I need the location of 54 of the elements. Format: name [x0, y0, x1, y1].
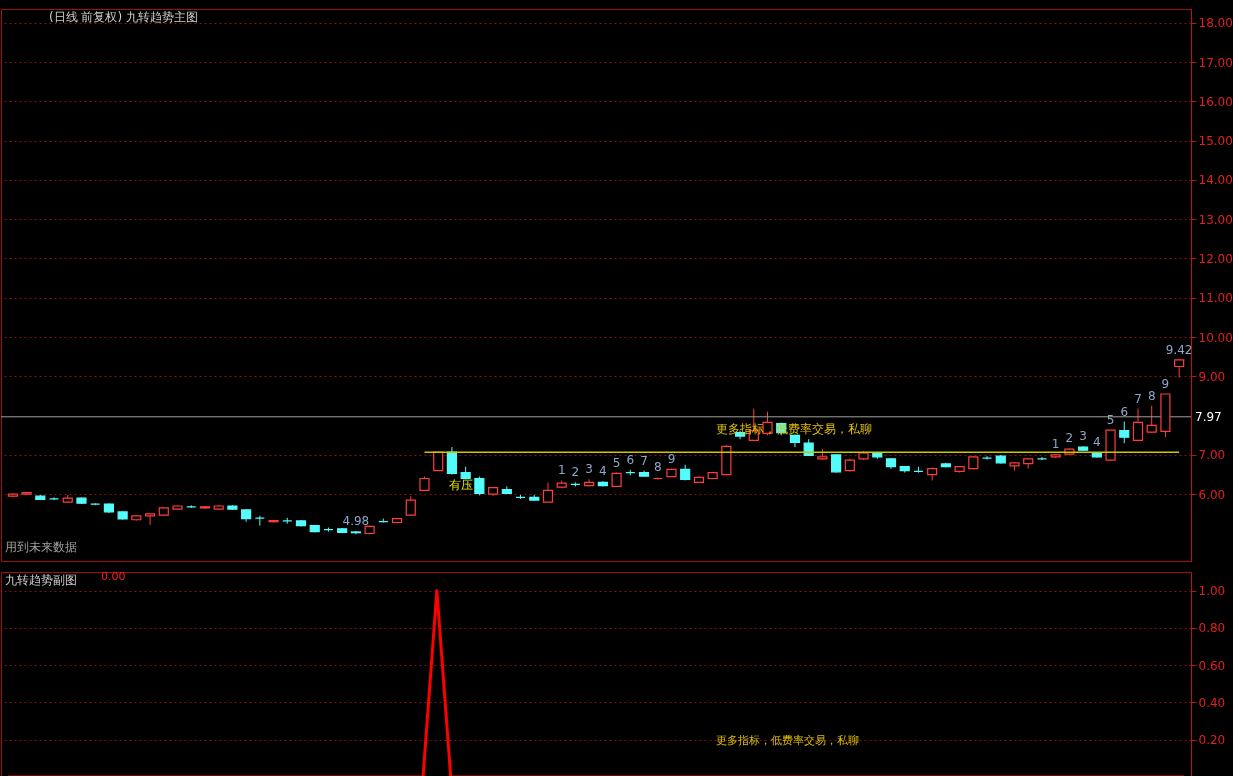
y-tick-label: 0.40 — [1198, 695, 1226, 710]
annotation: 有压 — [449, 478, 473, 492]
text: 2 — [1065, 431, 1074, 446]
y-tick-label: 6.00 — [1198, 487, 1226, 502]
y-tick-label: 13.00 — [1198, 212, 1233, 227]
text: 7 — [1134, 391, 1142, 406]
y-tick-label: 7.00 — [1198, 448, 1226, 463]
text: 4.98 — [342, 514, 370, 529]
annotation: 更多指标，低费率交易，私聊 — [716, 734, 859, 747]
text: 9 — [667, 451, 676, 466]
text: 4 — [1092, 435, 1101, 450]
text: 7 — [640, 453, 648, 468]
candlestick — [1146, 405, 1157, 434]
candlestick — [474, 476, 485, 496]
text: 1 — [1051, 437, 1060, 452]
text: 9 — [1161, 377, 1170, 392]
y-tick-label: 0.80 — [1198, 621, 1226, 636]
text: 5 — [612, 455, 621, 470]
chart-title: (日线 前复权) 九转趋势主图 — [49, 10, 198, 24]
y-tick-label: 0.20 — [1198, 733, 1226, 748]
y-tick-label: 12.00 — [1198, 251, 1233, 266]
text: 3 — [1079, 429, 1087, 444]
y-tick-label: 16.00 — [1198, 94, 1233, 109]
text: 8 — [653, 460, 662, 475]
candlestick — [144, 512, 156, 526]
candlestick — [762, 411, 773, 436]
candlestick — [831, 453, 842, 474]
text: 6 — [626, 452, 635, 467]
chart-title: 九转趋势副图 — [5, 573, 77, 587]
y-tick-label: 11.00 — [1198, 291, 1233, 306]
y-tick-label: 14.00 — [1198, 173, 1233, 188]
y-tick-label: 1.00 — [1198, 584, 1226, 599]
annotation: 用到未来数据 — [5, 540, 77, 554]
candlestick — [1132, 408, 1144, 442]
text: 3 — [585, 462, 593, 477]
y-tick-label: 9.00 — [1198, 369, 1226, 384]
text: 4 — [599, 464, 607, 479]
ref-line-label: 7.97 — [1195, 409, 1222, 424]
text: 6 — [1120, 404, 1129, 419]
text: 8 — [1147, 388, 1156, 403]
text: 2 — [571, 465, 580, 480]
y-tick-label: 15.00 — [1198, 134, 1233, 149]
y-tick-label: 17.00 — [1198, 55, 1233, 70]
y-tick-label: 10.00 — [1198, 330, 1233, 345]
candlestick — [405, 495, 416, 517]
y-tick-label: 0.60 — [1198, 658, 1226, 673]
candlestick — [1174, 359, 1185, 379]
annotation: 0.00 — [101, 570, 126, 583]
y-tick-label: 18.00 — [1198, 16, 1233, 31]
candlestick — [446, 446, 458, 476]
text: 5 — [1106, 413, 1115, 428]
candlestick — [542, 481, 554, 503]
text: 1 — [557, 463, 566, 478]
candlestick — [1119, 421, 1130, 444]
